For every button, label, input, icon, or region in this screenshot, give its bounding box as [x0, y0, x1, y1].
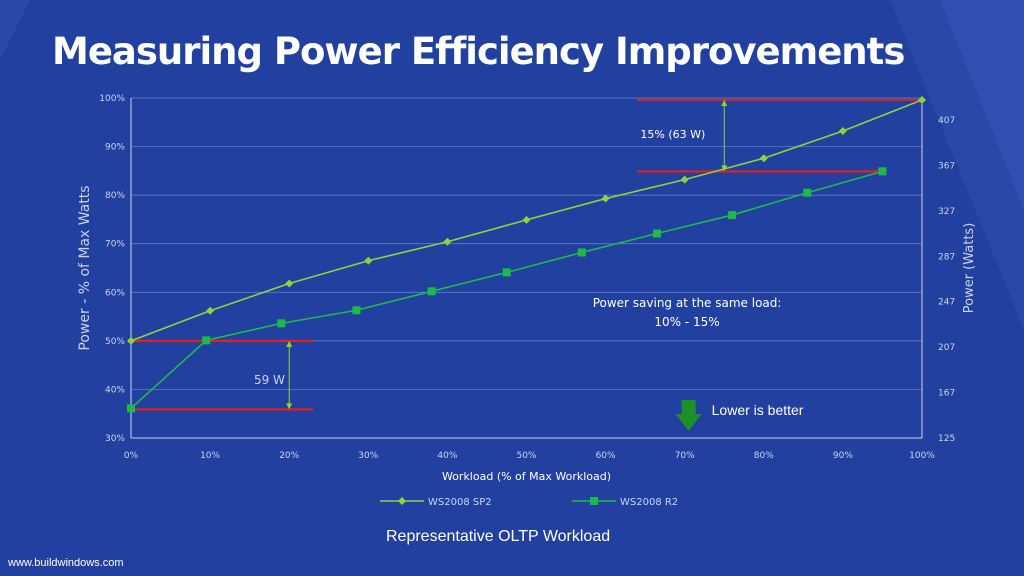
- data-point: [443, 237, 452, 246]
- slide-title: Measuring Power Efficiency Improvements: [52, 30, 905, 73]
- x-tick-label: 20%: [279, 451, 299, 461]
- x-tick-label: 90%: [833, 451, 853, 461]
- x-tick-label: 100%: [909, 451, 935, 461]
- y2-tick-label: 247: [938, 298, 955, 308]
- annotations: 15% (63 W) 59 W Power saving at the same l…: [254, 99, 804, 431]
- legend: WS2008 SP2 WS2008 R2: [380, 497, 678, 508]
- y2-tick-label: 207: [938, 343, 955, 353]
- data-point: [352, 306, 361, 315]
- x-tick-label: 0%: [124, 451, 139, 461]
- legend-marker: [398, 497, 406, 505]
- data-point: [680, 175, 689, 184]
- arrow-head: [721, 99, 728, 106]
- data-point: [522, 215, 531, 224]
- bottom-gap-arrow: [286, 340, 293, 410]
- data-point: [918, 95, 926, 104]
- y-axis-title: Power - % of Max Watts: [77, 185, 93, 350]
- saving-text-line2: 10% - 15%: [654, 315, 719, 329]
- y2-tick-label: 327: [938, 207, 955, 217]
- x-axis-title: Workload (% of Max Workload): [442, 470, 611, 483]
- data-point: [364, 256, 373, 265]
- y-tick-label: 40%: [105, 385, 125, 395]
- data-point: [653, 229, 662, 238]
- data-point: [728, 211, 737, 220]
- data-point: [601, 194, 610, 203]
- x-tick-label: 60%: [596, 451, 616, 461]
- data-point: [202, 336, 211, 345]
- arrow-head: [286, 403, 293, 410]
- y-tick-label: 80%: [105, 191, 125, 201]
- y2-tick-label: 125: [938, 434, 955, 444]
- top-gap-arrow: [721, 99, 728, 172]
- x-tick-label: 40%: [437, 451, 457, 461]
- y-tick-label: 60%: [105, 288, 125, 298]
- lower-is-better-label: Lower is better: [712, 402, 804, 418]
- arrow-head: [721, 165, 728, 172]
- data-point: [127, 404, 135, 413]
- legend-item: WS2008 R2: [572, 497, 678, 508]
- data-point: [427, 287, 436, 296]
- legend-marker: [590, 497, 598, 505]
- y2-tick-label: 287: [938, 252, 955, 262]
- data-point: [127, 336, 135, 345]
- legend-item: WS2008 SP2: [380, 497, 492, 508]
- x-tick-label: 70%: [675, 451, 695, 461]
- grid-lines: [131, 97, 922, 439]
- y-tick-label: 90%: [105, 143, 125, 153]
- y-tick-label: 30%: [105, 434, 125, 444]
- legend-label: WS2008 R2: [620, 497, 678, 508]
- reference-lines: [131, 98, 922, 411]
- series-ws2008-r2: [127, 167, 887, 413]
- data-point: [759, 154, 768, 163]
- data-point: [878, 167, 887, 176]
- y2-axis-title: Power (Watts): [962, 223, 977, 314]
- y-tick-label: 70%: [105, 240, 125, 250]
- axes: 30%40%50%60%70%80%90%100%125167207247287…: [77, 94, 977, 483]
- series: [127, 95, 926, 413]
- down-arrow-icon: [675, 400, 702, 431]
- x-tick-label: 50%: [516, 451, 536, 461]
- top-gap-label: 15% (63 W): [640, 128, 705, 141]
- y-tick-label: 50%: [105, 337, 125, 347]
- data-point: [838, 127, 847, 136]
- data-point: [285, 279, 294, 288]
- x-tick-label: 80%: [754, 451, 774, 461]
- x-tick-label: 30%: [358, 451, 378, 461]
- series-ws2008-r2-line: [130, 170, 883, 409]
- arrow-head: [286, 340, 293, 347]
- chart-caption: Representative OLTP Workload: [386, 528, 611, 545]
- y-tick-label: 100%: [99, 94, 125, 104]
- y2-tick-label: 367: [938, 161, 955, 171]
- y2-tick-label: 167: [938, 389, 955, 399]
- x-tick-label: 10%: [200, 451, 220, 461]
- series-ws2008-sp2: [127, 95, 926, 345]
- data-point: [577, 248, 586, 257]
- bottom-gap-label: 59 W: [254, 373, 285, 387]
- legend-label: WS2008 SP2: [428, 497, 492, 508]
- data-point: [803, 188, 812, 197]
- data-point: [277, 319, 286, 328]
- saving-text-line1: Power saving at the same load:: [593, 296, 782, 310]
- data-point: [206, 306, 215, 315]
- y2-tick-label: 407: [938, 116, 955, 126]
- footer-url: www.buildwindows.com: [8, 557, 124, 569]
- data-point: [502, 268, 511, 277]
